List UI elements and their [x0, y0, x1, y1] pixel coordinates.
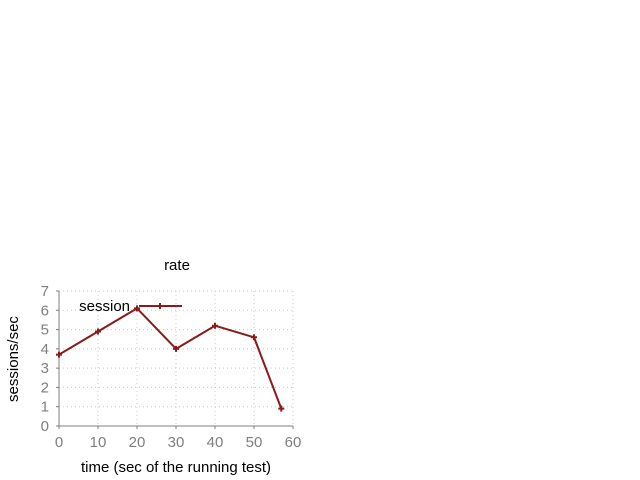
- legend: session: [79, 298, 182, 315]
- series-layer: [56, 305, 285, 412]
- x-tick-label: 20: [129, 434, 146, 451]
- y-tick-label: 7: [41, 283, 49, 300]
- x-tick-label: 40: [207, 434, 224, 451]
- x-tick-label: 10: [90, 434, 107, 451]
- data-point: [278, 405, 285, 412]
- data-point: [56, 351, 62, 358]
- data-point: [251, 334, 257, 341]
- tick-label-layer: 0 10 20 30 40 50 60 0 1 2 3 4 5 6 7: [41, 283, 302, 451]
- y-axis-title: sessions/sec: [5, 316, 22, 402]
- y-tick-label: 0: [41, 418, 49, 435]
- chart-title: rate: [164, 257, 190, 274]
- y-tick-label: 1: [41, 399, 49, 416]
- data-point: [134, 305, 140, 312]
- x-axis-title: time (sec of the running test): [81, 459, 271, 476]
- legend-marker: [157, 303, 163, 309]
- y-tick-label: 3: [41, 360, 49, 377]
- data-point: [212, 322, 218, 329]
- data-point: [95, 328, 101, 335]
- y-tick-label: 5: [41, 322, 49, 339]
- y-tick-label: 6: [41, 302, 49, 319]
- x-tick-label: 0: [55, 434, 63, 451]
- y-tick-label: 2: [41, 379, 49, 396]
- y-tick-label: 4: [41, 341, 49, 358]
- x-tick-label: 30: [168, 434, 185, 451]
- data-point: [173, 345, 179, 352]
- x-tick-label: 60: [285, 434, 302, 451]
- legend-label: session: [79, 298, 130, 315]
- series-line-session: [58, 307, 283, 410]
- x-tick-label: 50: [246, 434, 263, 451]
